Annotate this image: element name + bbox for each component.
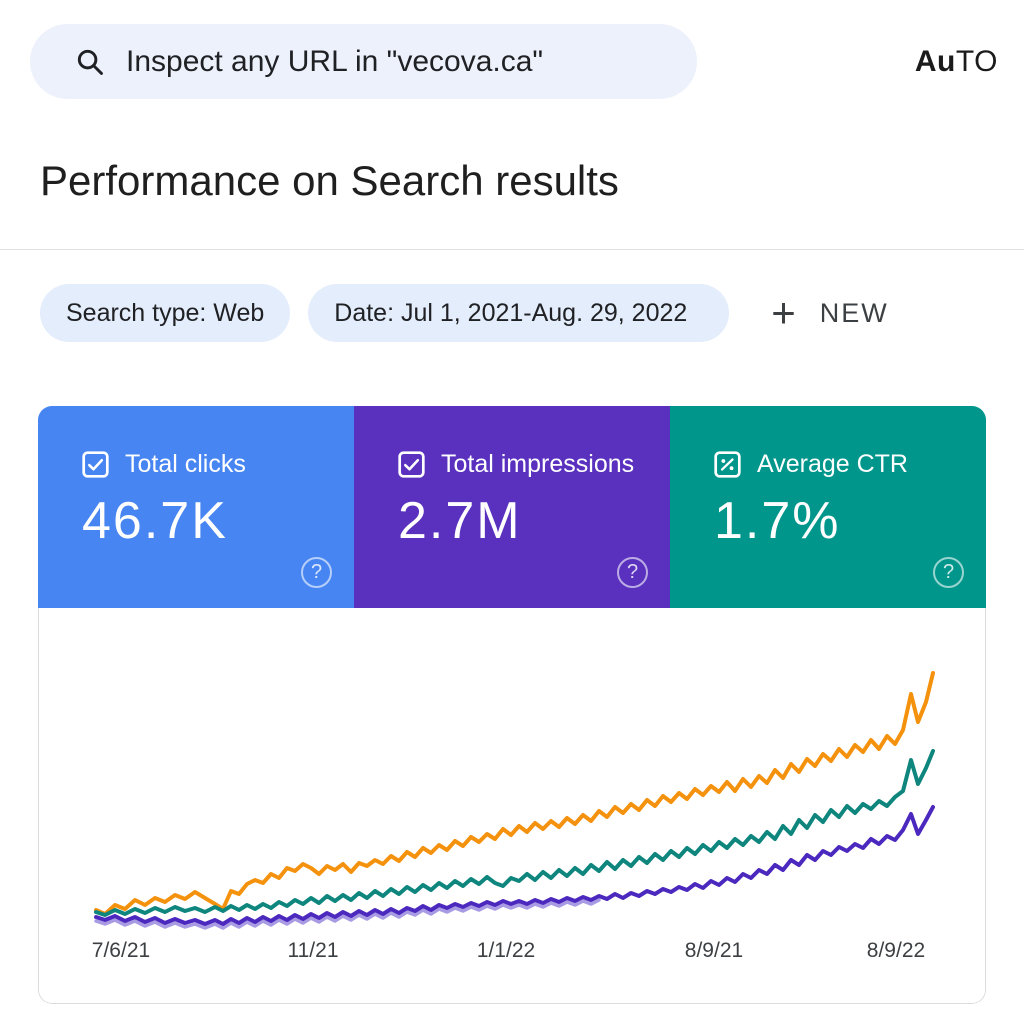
x-axis-tick-label: 8/9/22 [867,939,925,962]
account-label[interactable]: AuTO [915,45,998,79]
new-filter-button[interactable]: + NEW [771,292,889,334]
search-type-chip[interactable]: Search type: Web [40,284,291,342]
metric-value: 1.7% [714,492,841,550]
metric-value: 46.7K [82,492,228,550]
plus-icon: + [771,289,796,336]
x-axis-tick-label: 8/9/21 [685,939,743,962]
metric-card-header: Total clicks [82,450,354,479]
checked-checkbox-icon [82,451,109,478]
metric-card-average-ctr[interactable]: Average CTR 1.7% ? [670,406,986,608]
metric-card-header: Total impressions [398,450,670,479]
x-axis-tick-label: 1/1/22 [477,939,535,962]
chart-line-purple-shadow [94,898,601,930]
account-label-bold: Au [914,44,956,78]
chart-line-teal-middle [94,749,935,917]
metric-card-total-impressions[interactable]: Total impressions 2.7M ? [354,406,670,608]
top-bar: AuTO [0,0,1024,99]
chart-line-orange-top [94,671,935,916]
metric-card-total-clicks[interactable]: Total clicks 46.7K ? [38,406,354,608]
account-label-rest: TO [955,44,998,78]
x-axis-tick-label: 7/6/21 [92,939,150,962]
metric-label: Total impressions [441,450,635,478]
header-divider [0,249,1024,250]
new-filter-label: NEW [819,297,889,328]
page-title: Performance on Search results [40,157,619,204]
help-icon[interactable]: ? [617,557,648,588]
search-input[interactable] [126,44,667,79]
metric-value: 2.7M [398,492,522,550]
help-icon[interactable]: ? [933,557,964,588]
x-axis-tick-label: 11/21 [288,939,339,962]
metric-cards-row: Total clicks 46.7K ? Total impressions 2… [38,406,986,608]
performance-panel: Total clicks 46.7K ? Total impressions 2… [38,406,986,1004]
performance-chart[interactable]: 7/6/21 11/21 1/1/22 8/9/21 8/9/22 [38,608,986,1004]
chart-line-purple-bottom [94,805,935,926]
help-icon[interactable]: ? [301,557,332,588]
checked-checkbox-icon [398,451,425,478]
date-range-chip[interactable]: Date: Jul 1, 2021-Aug. 29, 2022 [308,284,730,342]
metric-label: Total clicks [125,450,246,478]
percent-checkbox-icon [714,451,741,478]
metric-card-header: Average CTR [714,450,986,479]
performance-chart-svg: 7/6/21 11/21 1/1/22 8/9/21 8/9/22 [92,671,935,962]
metric-label: Average CTR [757,450,908,478]
search-icon [77,49,103,75]
url-inspect-search-bar[interactable] [30,24,697,99]
filter-chip-row: Search type: Web Date: Jul 1, 2021-Aug. … [40,284,1024,342]
